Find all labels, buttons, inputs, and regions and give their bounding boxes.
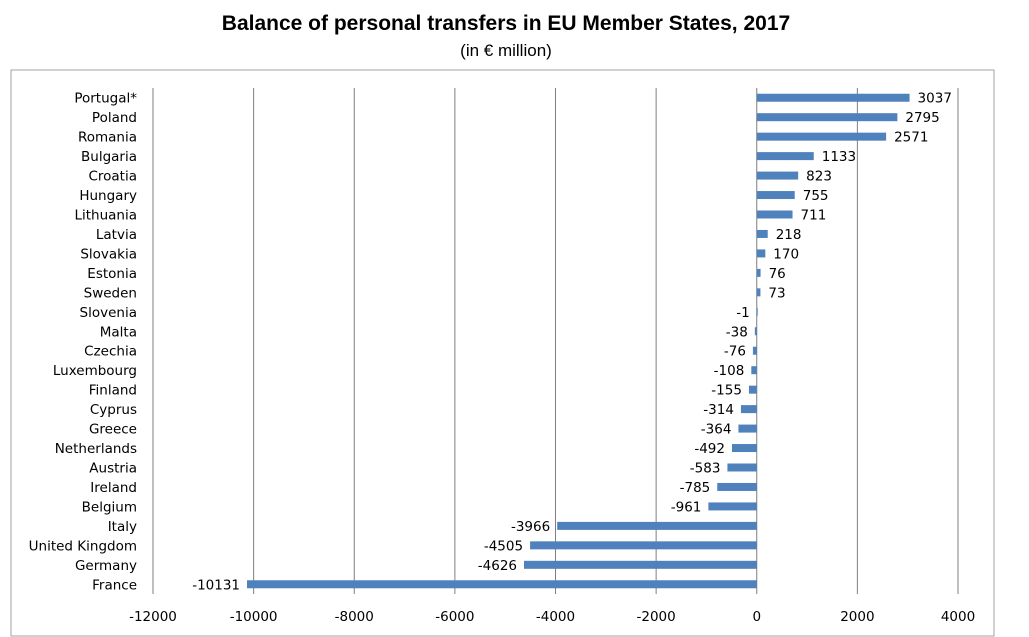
bar bbox=[756, 307, 758, 316]
x-tick-label: 2000 bbox=[840, 609, 874, 625]
category-label: Italy bbox=[108, 519, 137, 535]
bar bbox=[748, 385, 757, 394]
data-labels: 3037 2795 2571 1133 823 755 711 218 170 76 73 -1 -38… bbox=[192, 91, 952, 594]
category-label: Netherlands bbox=[55, 441, 137, 457]
category-label: Austria bbox=[89, 461, 137, 477]
bar bbox=[524, 560, 757, 569]
data-label: -1 bbox=[736, 305, 749, 321]
data-label: -76 bbox=[724, 344, 746, 360]
bar bbox=[756, 210, 793, 219]
bars bbox=[247, 93, 910, 589]
data-label: -492 bbox=[694, 441, 725, 457]
category-label: Czechia bbox=[84, 344, 137, 360]
category-label: Malta bbox=[100, 324, 137, 340]
category-label: Slovenia bbox=[80, 305, 137, 321]
x-tick-label: -2000 bbox=[637, 609, 676, 625]
bar bbox=[530, 541, 757, 550]
data-label: 76 bbox=[769, 266, 786, 282]
data-label: 218 bbox=[776, 227, 802, 243]
x-tick-label: -12000 bbox=[129, 609, 177, 625]
category-label: Belgium bbox=[82, 499, 137, 515]
category-label: Lithuania bbox=[74, 208, 137, 224]
bar bbox=[738, 424, 757, 433]
bar bbox=[752, 346, 757, 355]
category-label: Poland bbox=[92, 110, 137, 126]
data-label: 73 bbox=[768, 285, 785, 301]
category-label: Luxembourg bbox=[53, 363, 137, 379]
bar bbox=[740, 405, 757, 414]
data-label: -4626 bbox=[478, 558, 517, 574]
bar bbox=[756, 152, 814, 161]
bar bbox=[751, 366, 757, 375]
data-label: -155 bbox=[711, 383, 742, 399]
bar bbox=[756, 171, 799, 180]
x-tick-label: 4000 bbox=[941, 609, 975, 625]
data-label: -785 bbox=[680, 480, 711, 496]
bar bbox=[557, 521, 757, 530]
category-label: Bulgaria bbox=[81, 149, 137, 165]
data-label: -364 bbox=[701, 422, 732, 438]
bar bbox=[756, 268, 761, 277]
category-label: Portugal* bbox=[74, 91, 137, 107]
category-label: Germany bbox=[75, 558, 137, 574]
category-label: United Kingdom bbox=[29, 538, 137, 554]
bar bbox=[756, 93, 910, 102]
plot-frame bbox=[10, 69, 995, 637]
x-tick-label: 0 bbox=[752, 609, 761, 625]
data-label: -10131 bbox=[192, 577, 240, 593]
category-label: Croatia bbox=[88, 169, 137, 185]
category-labels: Portugal* Poland Romania Bulgaria Croatia Hun… bbox=[29, 91, 138, 594]
data-label: -3966 bbox=[511, 519, 550, 535]
data-label: -583 bbox=[690, 461, 721, 477]
data-label: -38 bbox=[726, 324, 748, 340]
bar bbox=[717, 482, 757, 491]
x-tick-label: -8000 bbox=[335, 609, 374, 625]
x-tick-label: -6000 bbox=[435, 609, 474, 625]
category-label: Greece bbox=[89, 422, 137, 438]
bar bbox=[756, 229, 768, 238]
category-label: Sweden bbox=[84, 285, 137, 301]
bar bbox=[756, 288, 761, 297]
bar bbox=[731, 444, 757, 453]
bar bbox=[756, 191, 795, 200]
data-label: -4505 bbox=[484, 538, 523, 554]
category-label: Romania bbox=[78, 130, 137, 146]
data-label: 2795 bbox=[905, 110, 939, 126]
category-label: Finland bbox=[89, 383, 137, 399]
bar bbox=[708, 502, 757, 511]
x-tick-label: -10000 bbox=[230, 609, 278, 625]
category-label: Slovakia bbox=[80, 246, 137, 262]
bar bbox=[756, 132, 887, 141]
x-tick-labels: -12000 -10000 -8000 -6000 -4000 -2000 0 2000 400… bbox=[129, 609, 975, 625]
bar bbox=[756, 113, 898, 122]
category-label: Hungary bbox=[79, 188, 137, 204]
chart-subtitle: (in € million) bbox=[460, 41, 552, 60]
chart-title: Balance of personal transfers in EU Memb… bbox=[221, 12, 791, 35]
data-label: 2571 bbox=[894, 130, 928, 146]
data-label: 3037 bbox=[918, 91, 952, 107]
data-label: 823 bbox=[806, 169, 832, 185]
data-label: 755 bbox=[803, 188, 829, 204]
category-label: Estonia bbox=[87, 266, 137, 282]
data-label: 711 bbox=[801, 208, 827, 224]
category-label: France bbox=[92, 577, 137, 593]
data-label: -314 bbox=[703, 402, 734, 418]
bar bbox=[756, 249, 766, 258]
bar bbox=[754, 327, 757, 336]
bar bbox=[727, 463, 757, 472]
data-label: -961 bbox=[671, 499, 702, 515]
category-label: Cyprus bbox=[90, 402, 137, 418]
category-label: Ireland bbox=[90, 480, 137, 496]
bar bbox=[247, 580, 757, 589]
category-label: Latvia bbox=[96, 227, 137, 243]
data-label: 1133 bbox=[822, 149, 856, 165]
data-label: -108 bbox=[714, 363, 745, 379]
data-label: 170 bbox=[773, 246, 799, 262]
gridlines bbox=[152, 88, 959, 594]
x-tick-label: -4000 bbox=[536, 609, 575, 625]
